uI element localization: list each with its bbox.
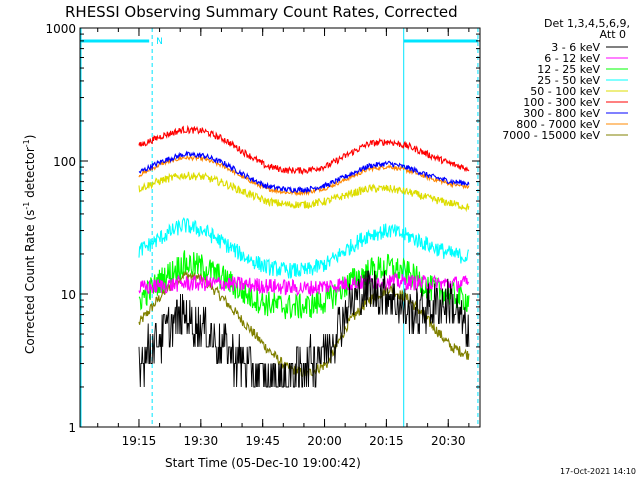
series-line-6-12-kev: [138, 272, 470, 297]
legend-label: 6 - 12 keV: [544, 52, 600, 65]
legend-label: 7000 - 15000 keV: [502, 129, 600, 142]
x-tick-label: 19:30: [184, 434, 219, 448]
legend-label: 50 - 100 keV: [530, 85, 600, 98]
legend-label: 3 - 6 keV: [551, 41, 600, 54]
legend-label: 800 - 7000 keV: [516, 118, 600, 131]
legend-label: 25 - 50 keV: [537, 74, 600, 87]
series-line-3-6-kev: [138, 270, 470, 388]
series-line-100-300-kev: [138, 124, 470, 176]
y-axis-label-sup1: -1: [22, 202, 31, 210]
plot-frame: [79, 27, 481, 428]
x-tick-label: 20:30: [431, 434, 466, 448]
y-tick-label: 1000: [45, 22, 76, 36]
timestamp: 17-Oct-2021 14:10: [560, 467, 636, 476]
legend-header-line1: Det 1,3,4,5,6,9,: [544, 17, 630, 30]
chart-title: RHESSI Observing Summary Count Rates, Co…: [65, 3, 458, 21]
series-line-300-800-kev: [138, 150, 470, 194]
y-tick-label: 10: [61, 288, 76, 302]
legend-label: 12 - 25 keV: [537, 63, 600, 76]
y-axis-label-main: Corrected Count Rate (s: [23, 210, 37, 354]
legend-label: 100 - 300 keV: [523, 96, 600, 109]
saa-flag-label: N: [156, 37, 163, 47]
legend-label: 300 - 800 keV: [523, 107, 600, 120]
y-axis-label-end: ): [23, 135, 37, 140]
y-axis: 1 10 100 1000: [45, 22, 480, 435]
x-axis-label: Start Time (05-Dec-10 19:00:42): [165, 456, 361, 470]
y-tick-label: 1: [68, 421, 76, 435]
legend-header-line2: Att 0: [600, 28, 626, 41]
series-line-12-25-kev: [138, 250, 470, 320]
y-axis-label-sup2: -1: [22, 139, 31, 147]
y-tick-label: 100: [53, 155, 76, 169]
x-tick-label: 20:15: [369, 434, 404, 448]
x-axis: 19:15 19:30 19:45 20:00 20:15 20:30: [97, 28, 470, 448]
x-tick-label: 19:15: [122, 434, 157, 448]
x-tick-label: 20:00: [307, 434, 342, 448]
series-line-25-50-kev: [138, 217, 470, 279]
y-axis-label: Corrected Count Rate (s-1 detector-1): [22, 135, 37, 354]
series-line-50-100-kev: [138, 171, 470, 213]
y-axis-label-mid: detector: [23, 147, 37, 202]
plot-area: N: [80, 28, 479, 427]
x-tick-label: 19:45: [245, 434, 280, 448]
